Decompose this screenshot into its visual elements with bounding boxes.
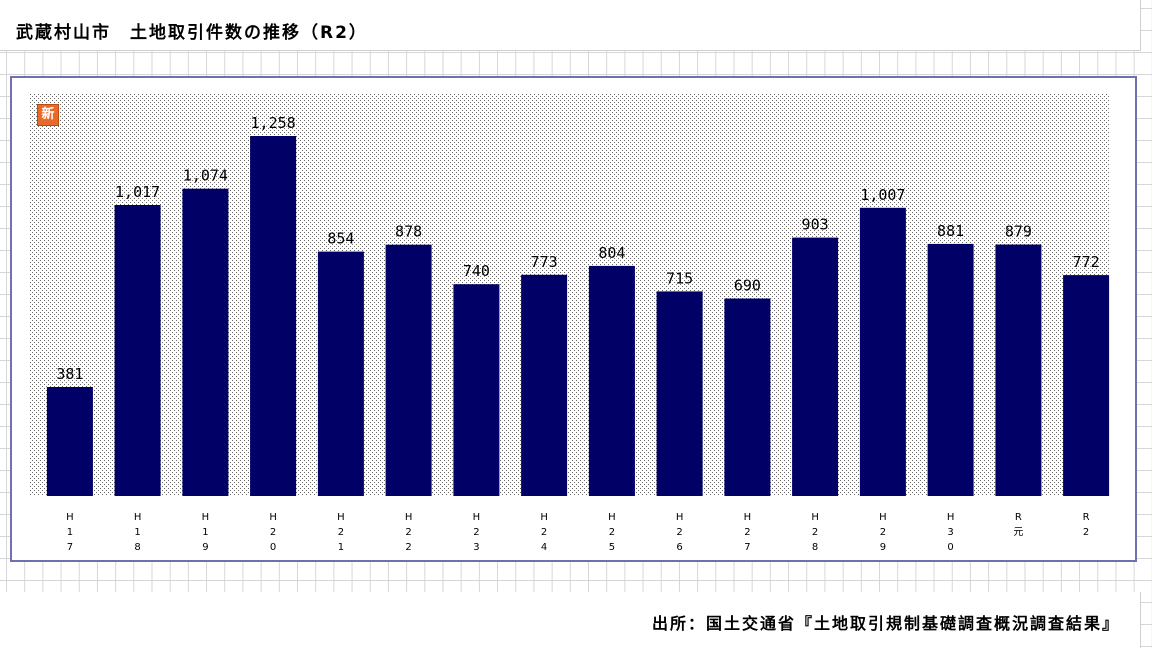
- bar-H30: [927, 243, 974, 496]
- bar-H18: [114, 205, 161, 496]
- bar-H19: [182, 188, 229, 496]
- value-label-H26: 715: [666, 269, 693, 287]
- source-band: [0, 592, 1141, 648]
- value-label-R2: 772: [1073, 253, 1100, 271]
- value-label-H20: 1,258: [251, 114, 296, 132]
- bar-H20: [250, 136, 297, 496]
- value-label-H30: 881: [937, 222, 964, 240]
- value-label-H19: 1,074: [183, 167, 228, 185]
- bar-H21: [317, 251, 364, 496]
- bar-H29: [859, 207, 906, 497]
- value-label-H27: 690: [734, 277, 761, 295]
- bar-H27: [724, 298, 771, 496]
- bar-H26: [656, 291, 703, 496]
- new-badge: 新: [37, 104, 59, 126]
- value-label-H17: 381: [56, 365, 83, 383]
- bar-H17: [46, 387, 93, 496]
- value-label-H28: 903: [802, 216, 829, 234]
- bar-H28: [792, 237, 839, 496]
- bar-R元: [995, 244, 1042, 496]
- bar-R2: [1063, 275, 1110, 496]
- bar-H25: [588, 265, 635, 496]
- bar-H23: [453, 284, 500, 496]
- source-note: 出所：国土交通省『土地取引規制基礎調査概況調査結果』: [651, 614, 1120, 633]
- value-label-H18: 1,017: [115, 183, 160, 201]
- bar-H24: [521, 274, 568, 496]
- value-label-H21: 854: [327, 230, 354, 248]
- value-label-H22: 878: [395, 223, 422, 241]
- title-band: [0, 0, 1141, 51]
- bar-H22: [385, 244, 432, 496]
- value-label-H24: 773: [531, 253, 558, 271]
- value-label-H25: 804: [598, 244, 625, 262]
- value-label-H23: 740: [463, 262, 490, 280]
- value-label-R元: 879: [1005, 223, 1032, 241]
- chart-title: 武蔵村山市 土地取引件数の推移（R2）: [16, 23, 368, 43]
- value-label-H29: 1,007: [860, 186, 905, 204]
